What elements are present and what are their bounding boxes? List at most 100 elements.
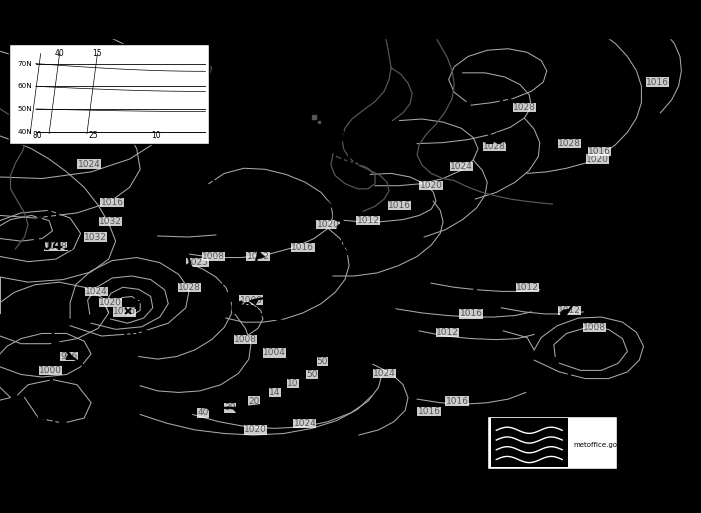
Text: 40N: 40N <box>18 129 32 134</box>
Text: L: L <box>566 372 577 390</box>
Text: 1019: 1019 <box>163 153 205 168</box>
Text: 1006: 1006 <box>550 407 592 422</box>
Polygon shape <box>301 392 309 399</box>
Text: 1016: 1016 <box>292 243 314 252</box>
Text: 1024: 1024 <box>78 160 100 169</box>
Text: 1012: 1012 <box>558 306 580 315</box>
Text: 50: 50 <box>317 357 328 366</box>
Text: 1028: 1028 <box>558 139 580 148</box>
Polygon shape <box>236 109 248 114</box>
Polygon shape <box>472 289 479 294</box>
Polygon shape <box>305 283 312 289</box>
Polygon shape <box>243 215 251 221</box>
Polygon shape <box>210 181 220 189</box>
Text: L: L <box>47 377 58 395</box>
Text: 1031: 1031 <box>119 330 161 345</box>
Polygon shape <box>231 92 239 98</box>
Polygon shape <box>107 380 114 386</box>
Text: 1028: 1028 <box>513 103 536 112</box>
Text: 50N: 50N <box>18 106 32 112</box>
Polygon shape <box>552 272 563 277</box>
Text: 991: 991 <box>36 412 69 427</box>
Polygon shape <box>306 323 314 328</box>
Polygon shape <box>172 159 179 168</box>
Text: 1024: 1024 <box>294 419 316 428</box>
Polygon shape <box>213 131 220 137</box>
Polygon shape <box>191 272 200 281</box>
Polygon shape <box>564 279 573 285</box>
Bar <box>487 416 617 469</box>
Text: 1008: 1008 <box>583 323 606 332</box>
Text: 1028: 1028 <box>483 142 505 151</box>
Text: 996: 996 <box>60 352 77 361</box>
Polygon shape <box>184 263 191 269</box>
Polygon shape <box>329 246 338 254</box>
Text: 50: 50 <box>306 370 318 379</box>
Text: H: H <box>350 118 365 136</box>
Polygon shape <box>257 405 265 410</box>
Polygon shape <box>320 274 328 280</box>
Polygon shape <box>170 113 177 118</box>
Text: 1000: 1000 <box>39 366 62 375</box>
Polygon shape <box>224 106 232 112</box>
Text: 1008: 1008 <box>234 335 257 344</box>
Polygon shape <box>182 125 193 132</box>
Polygon shape <box>322 125 332 133</box>
Polygon shape <box>170 133 177 142</box>
Bar <box>491 418 568 467</box>
Polygon shape <box>182 404 190 410</box>
Text: 1016: 1016 <box>646 77 669 87</box>
Text: 80: 80 <box>32 130 42 140</box>
Polygon shape <box>343 360 351 366</box>
Polygon shape <box>209 157 215 163</box>
Text: 1020: 1020 <box>586 154 608 164</box>
Polygon shape <box>232 205 240 210</box>
Bar <box>0 475 701 513</box>
Text: 1020: 1020 <box>100 298 122 307</box>
Text: 1024: 1024 <box>86 287 108 296</box>
Polygon shape <box>182 125 189 130</box>
Polygon shape <box>39 288 46 294</box>
Polygon shape <box>261 174 274 179</box>
Polygon shape <box>238 76 246 83</box>
Polygon shape <box>189 182 198 190</box>
Polygon shape <box>156 399 164 405</box>
Bar <box>0 0 701 38</box>
Text: 1031: 1031 <box>484 132 526 147</box>
Polygon shape <box>345 237 351 243</box>
Polygon shape <box>196 164 204 170</box>
Text: 15: 15 <box>93 49 102 58</box>
Text: 1020: 1020 <box>317 220 339 229</box>
Polygon shape <box>198 150 204 156</box>
Text: L: L <box>178 118 189 136</box>
Text: 10: 10 <box>287 379 299 388</box>
Polygon shape <box>191 177 198 182</box>
Text: 1016: 1016 <box>446 397 468 406</box>
Polygon shape <box>250 299 258 305</box>
Polygon shape <box>107 46 114 51</box>
Polygon shape <box>201 191 211 200</box>
Polygon shape <box>334 212 343 221</box>
Text: 1041: 1041 <box>32 238 74 252</box>
Polygon shape <box>521 269 528 273</box>
Text: 10: 10 <box>151 130 161 140</box>
Text: 1020: 1020 <box>420 181 442 190</box>
Polygon shape <box>313 192 324 200</box>
Polygon shape <box>116 62 123 67</box>
Polygon shape <box>287 319 295 324</box>
Text: 1016: 1016 <box>388 201 411 210</box>
Polygon shape <box>297 183 308 190</box>
Text: 20: 20 <box>248 397 259 406</box>
Polygon shape <box>37 304 44 310</box>
Polygon shape <box>209 170 217 176</box>
Text: 1020: 1020 <box>245 425 267 435</box>
Polygon shape <box>258 239 265 245</box>
Polygon shape <box>66 354 74 359</box>
Polygon shape <box>248 46 255 52</box>
Polygon shape <box>182 187 189 192</box>
Text: 1029: 1029 <box>336 153 379 168</box>
Text: 30: 30 <box>224 403 236 412</box>
Polygon shape <box>212 289 219 294</box>
Text: 1032: 1032 <box>84 232 107 242</box>
Polygon shape <box>207 407 216 412</box>
